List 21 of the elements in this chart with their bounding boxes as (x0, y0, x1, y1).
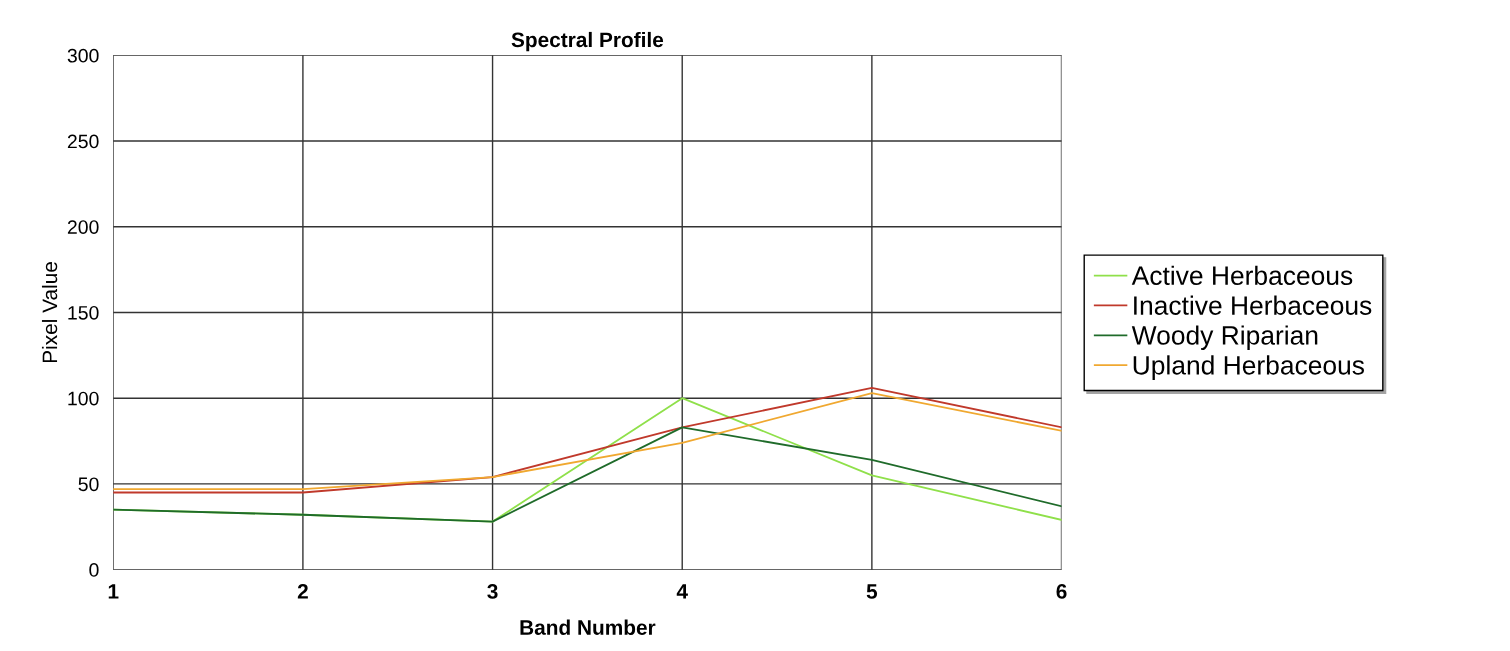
y-tick-label: 100 (68, 391, 99, 406)
x-tick-label: 5 (866, 584, 878, 599)
x-axis-title: Band Number (520, 619, 656, 635)
y-tick-label: 200 (67, 220, 99, 234)
x-tick-label: 1 (108, 584, 119, 599)
y-axis-title: Pixel Value (41, 262, 58, 363)
legend-label: Upland Herbaceous (1133, 355, 1364, 380)
x-tick-label: 4 (676, 584, 688, 599)
x-tick-label: 3 (487, 584, 498, 599)
chart-title: Spectral Profile (511, 31, 664, 52)
y-tick-label: 150 (68, 305, 99, 320)
y-tick-label: 250 (67, 134, 99, 149)
x-tick-label: 2 (297, 584, 308, 599)
legend-label: Inactive Herbaceous (1134, 295, 1372, 315)
y-tick-label: 300 (67, 48, 99, 63)
y-tick-label: 0 (89, 563, 99, 577)
y-tick-label: 50 (78, 477, 99, 492)
line-series (113, 426, 1062, 523)
legend-label: Active Herbaceous (1131, 265, 1353, 286)
x-tick-label: 6 (1056, 584, 1067, 599)
legend-label: Woody Riparian (1131, 325, 1318, 350)
